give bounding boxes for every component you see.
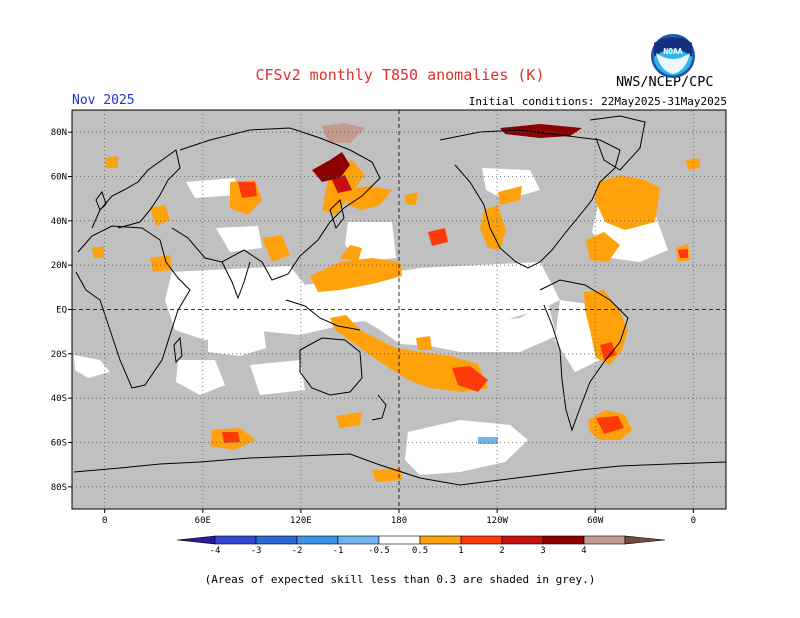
legend-swatch	[501, 535, 544, 545]
legend-label: 0.5	[412, 546, 428, 556]
legend-label: -2	[292, 546, 303, 556]
legend-label: -1	[333, 546, 344, 556]
organization-label: NWS/NCEP/CPC	[616, 74, 714, 90]
legend-label: 3	[540, 546, 545, 556]
legend-end-high	[624, 535, 666, 545]
legend-label: 2	[499, 546, 504, 556]
lat-tick-label: 60S	[51, 439, 67, 449]
lat-tick-label: 20N	[51, 261, 67, 271]
legend-swatch	[542, 535, 585, 545]
legend-swatch	[583, 535, 626, 545]
lon-tick-label: 120E	[290, 516, 312, 526]
initial-conditions: Initial conditions: 22May2025-31May2025	[468, 95, 727, 108]
low-skill-regions	[74, 168, 668, 475]
legend-label: 1	[458, 546, 463, 556]
legend-swatch	[214, 535, 257, 545]
lat-tick-label: 80S	[51, 483, 67, 493]
skill-caption: (Areas of expected skill less than 0.3 a…	[204, 573, 596, 586]
legend-swatch	[296, 535, 339, 545]
lat-tick-label: 40N	[51, 217, 67, 227]
legend-label: -3	[251, 546, 262, 556]
legend-swatch	[255, 535, 298, 545]
lon-tick-label: 120W	[486, 516, 508, 526]
longitude-labels: 0 60E 120E 180 120W 60W 0	[102, 516, 696, 526]
legend-label: 4	[581, 546, 586, 556]
lat-tick-label: 60N	[51, 173, 67, 183]
noaa-logo-icon: NOAA	[651, 34, 695, 78]
forecast-month: Nov 2025	[72, 93, 135, 108]
lat-tick-label: 20S	[51, 350, 67, 360]
legend-swatch	[337, 535, 380, 545]
latitude-labels: 80N 60N 40N 20N EQ 20S 40S 60S 80S	[51, 128, 67, 493]
lon-tick-label: 180	[391, 516, 407, 526]
lon-tick-label: 60W	[587, 516, 604, 526]
lat-tick-label: 40S	[51, 394, 67, 404]
lon-tick-label: 0	[691, 516, 696, 526]
legend-swatch	[419, 535, 462, 545]
lat-tick-label: EQ	[56, 306, 67, 316]
lon-tick-label: 60E	[195, 516, 211, 526]
coastlines	[73, 115, 727, 486]
axis-ticks	[68, 131, 694, 513]
legend-end-low	[176, 535, 216, 545]
map-title: CFSv2 monthly T850 anomalies (K)	[255, 66, 545, 84]
grid-lines	[72, 110, 726, 509]
lat-tick-label: 80N	[51, 128, 67, 138]
legend-label: -0.5	[368, 546, 390, 556]
lon-tick-label: 0	[102, 516, 107, 526]
legend-swatch	[460, 535, 503, 545]
legend-label: -4	[210, 546, 221, 556]
noaa-logo-text: NOAA	[663, 47, 682, 56]
legend-swatch	[378, 535, 421, 545]
